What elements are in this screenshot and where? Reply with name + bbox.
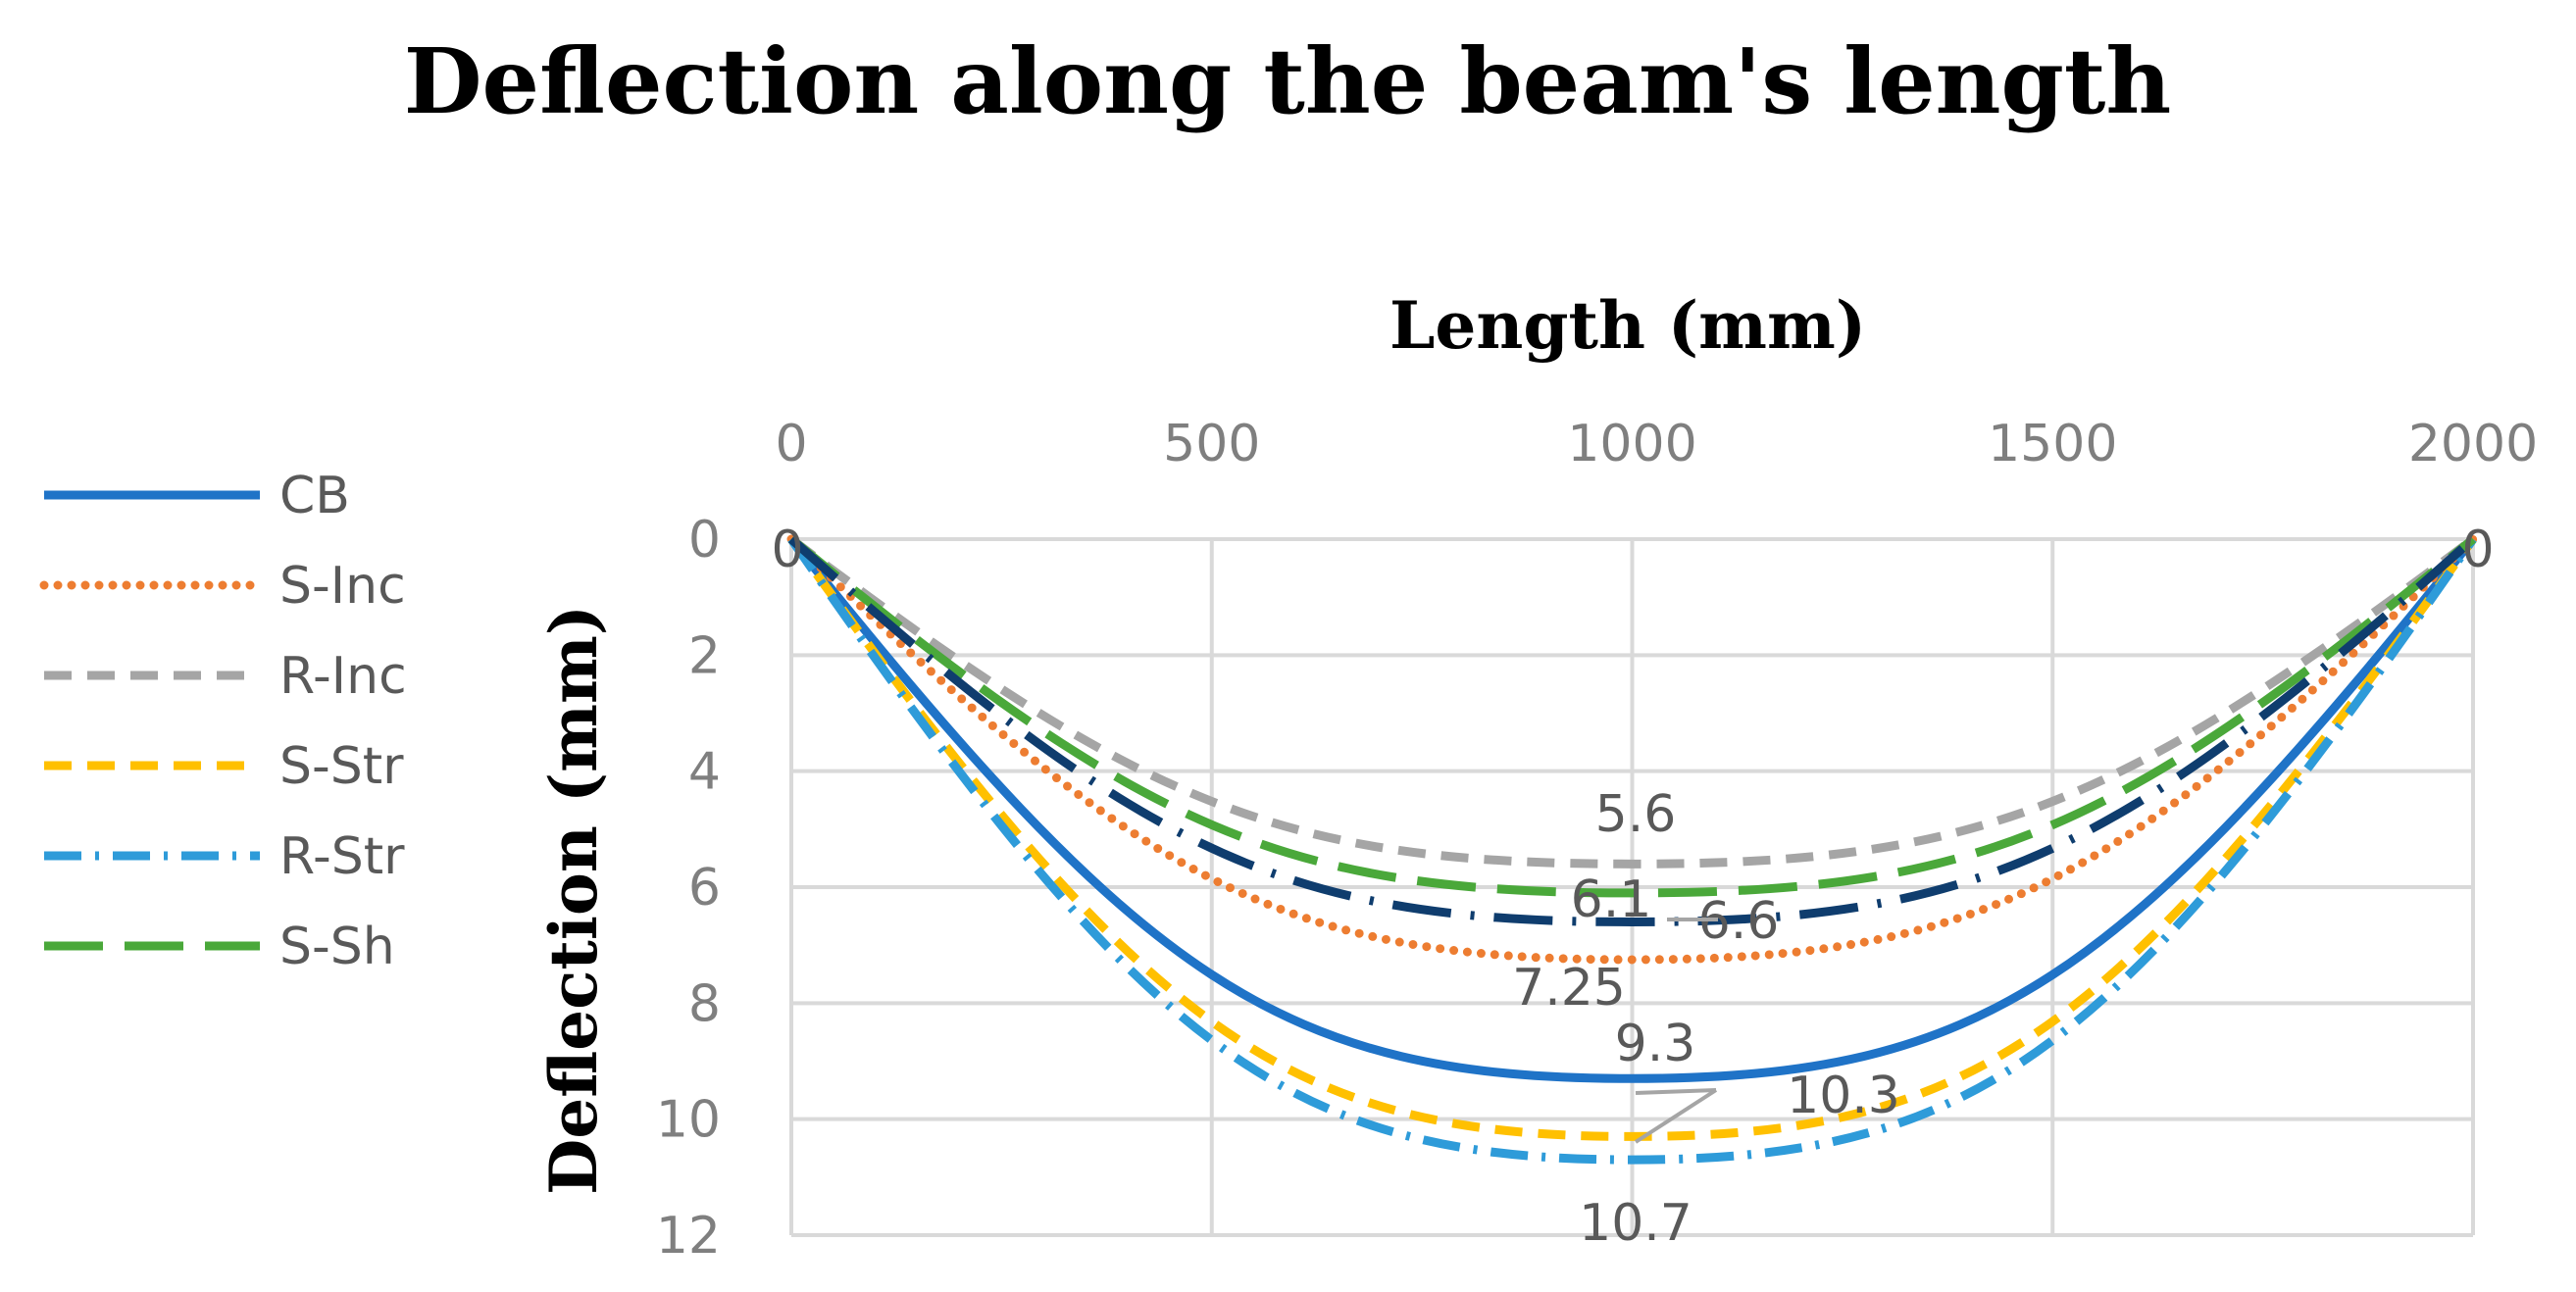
legend-label-r-str: R-Str — [279, 827, 405, 886]
legend: CB S-Inc R-Inc S-Str R-Str S-Sh — [39, 467, 407, 976]
legend-label-s-str: S-Str — [279, 737, 404, 796]
leader-line — [1634, 1088, 1718, 1144]
data-label: 10.7 — [1579, 1194, 1692, 1253]
gridlines — [789, 537, 2475, 1237]
data-label: 0 — [2461, 521, 2494, 579]
y-axis-title: Deflection (mm) — [535, 605, 612, 1195]
data-label: 9.3 — [1615, 1015, 1696, 1073]
data-label: 0 — [771, 521, 803, 579]
series-line-r-str — [787, 536, 2477, 1165]
legend-label-r-inc: R-Inc — [279, 647, 407, 706]
series-line-unnamed — [788, 535, 2476, 927]
legend-label-s-inc: S-Inc — [279, 557, 406, 616]
legend-label-s-sh: S-Sh — [279, 918, 395, 976]
series-line-s-sh — [788, 535, 2476, 898]
x-tick-label: 500 — [1163, 415, 1260, 473]
data-label: 6.1 — [1571, 870, 1652, 929]
x-tick-label: 0 — [775, 415, 807, 473]
data-label: 7.25 — [1512, 959, 1626, 1018]
y-tick-label: 2 — [688, 626, 721, 685]
series-line-s-str — [787, 536, 2477, 1141]
y-tick-label: 12 — [656, 1207, 721, 1266]
x-tick-label: 2000 — [2408, 415, 2538, 473]
legend-label-cb: CB — [279, 467, 350, 525]
y-tick-label: 8 — [688, 974, 721, 1033]
x-axis-title: Length (mm) — [1389, 287, 1866, 364]
chart-title: Deflection along the beam's length — [404, 28, 2172, 134]
x-tick-label: 1500 — [1988, 415, 2117, 473]
series-lines — [786, 534, 2478, 1165]
y-tick-label: 0 — [688, 511, 721, 570]
series-line-r-inc — [788, 535, 2476, 869]
y-tick-label: 6 — [688, 859, 721, 918]
series-line-cb — [787, 536, 2477, 1083]
leader-line — [1635, 1088, 1717, 1095]
y-tick-label: 4 — [688, 743, 721, 802]
data-labels: 0 05.66.1 6.67.259.310.310.7 — [771, 521, 2494, 1253]
y-tick-label: 10 — [656, 1091, 721, 1150]
data-label: 10.3 — [1787, 1067, 1900, 1125]
data-label: 5.6 — [1595, 785, 1677, 844]
series-line-s-inc — [786, 534, 2478, 965]
x-tick-label: 1000 — [1567, 415, 1696, 473]
